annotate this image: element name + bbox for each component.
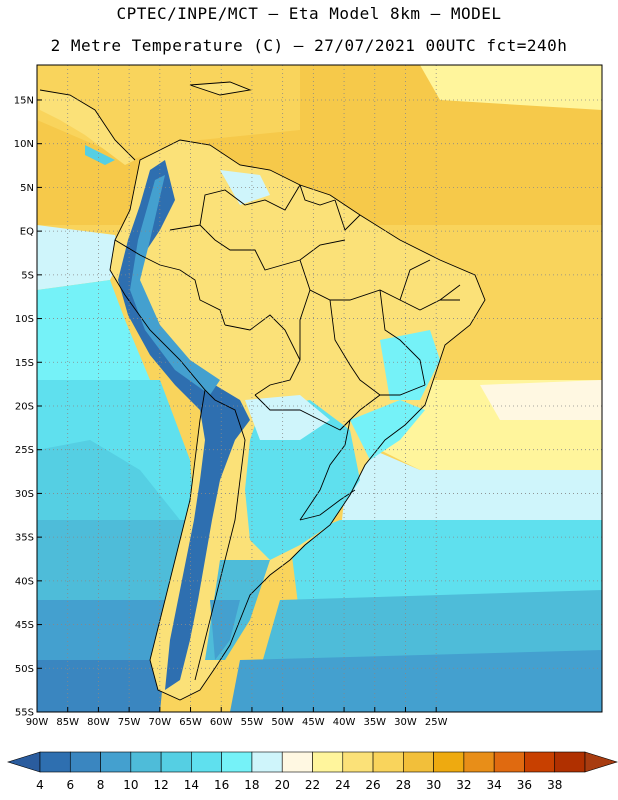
pacific-band-12	[37, 520, 195, 600]
colorbar-swatch	[130, 751, 162, 773]
colorbar-swatch	[221, 751, 253, 773]
longitude-label: 55W	[241, 717, 264, 728]
map-subtitle: 2 Metre Temperature (C) – 27/07/2021 00U…	[50, 36, 568, 55]
colorbar-label: 30	[426, 778, 441, 792]
atlantic-band-22	[480, 380, 602, 420]
colorbar-label: 28	[396, 778, 411, 792]
latitude-label: 10S	[15, 314, 34, 325]
longitude-label: 65W	[179, 717, 202, 728]
latitude-label: 45S	[15, 620, 34, 631]
north-atlantic-band	[420, 65, 602, 110]
colorbar-swatch	[554, 751, 586, 773]
colorbar-swatch	[493, 751, 525, 773]
axis-ticks	[36, 99, 437, 713]
colorbar-under-arrow	[6, 751, 41, 773]
colorbar-swatch	[281, 751, 313, 773]
longitude-label: 40W	[333, 717, 356, 728]
colorbar-over-arrow	[584, 751, 618, 773]
andes-cordillera	[118, 160, 250, 690]
latitude-label: 5S	[21, 270, 34, 281]
colorbar-label: 22	[305, 778, 320, 792]
central-america-highlands	[85, 145, 115, 165]
longitude-label: 35W	[363, 717, 386, 728]
longitude-label: 25W	[425, 717, 448, 728]
longitude-label: 70W	[149, 717, 172, 728]
colorbar-label: 4	[36, 778, 44, 792]
colorbar	[6, 751, 618, 773]
colorbar-swatch	[39, 751, 71, 773]
colorbar-label: 26	[365, 778, 380, 792]
country-borders	[39, 81, 486, 701]
colorbar-label: 14	[184, 778, 199, 792]
map-frame	[36, 64, 603, 713]
latitude-label: 55S	[15, 708, 34, 719]
longitude-label: 50W	[271, 717, 294, 728]
colorbar-swatch	[100, 751, 132, 773]
colorbar-swatch	[312, 751, 344, 773]
colorbar-label: 34	[487, 778, 502, 792]
latitude-label: 10N	[14, 139, 34, 150]
colorbar-label: 8	[97, 778, 105, 792]
colorbar-swatch	[191, 751, 222, 773]
colorbar-label: 24	[335, 778, 350, 792]
longitude-label: 30W	[394, 717, 417, 728]
colorbar-label: 20	[275, 778, 290, 792]
longitude-label: 60W	[210, 717, 233, 728]
colorbar-swatch	[463, 751, 495, 773]
pacific-band-20	[37, 225, 120, 290]
colorbar-label: 32	[456, 778, 471, 792]
colorbar-swatch	[251, 751, 283, 773]
latitude-label: 30S	[15, 489, 34, 500]
latitude-label: 15N	[14, 95, 34, 106]
colorbar-label: 16	[214, 778, 229, 792]
longitude-label: 45W	[302, 717, 325, 728]
latitude-label: EQ	[20, 227, 34, 238]
latitude-label: 50S	[15, 664, 34, 675]
longitude-label: 80W	[87, 717, 110, 728]
pacific-band-10	[37, 600, 175, 660]
latitude-label: 40S	[15, 576, 34, 587]
colorbar-label: 6	[66, 778, 74, 792]
colorbar-label: 18	[244, 778, 259, 792]
colorbar-swatch	[403, 751, 434, 773]
latitude-labels: 15N 10N 5N EQ 5S 10S 15S 20S 25S 30S 35S 40S 45S 50S 5…	[14, 95, 34, 718]
latitude-label: 20S	[15, 401, 34, 412]
land-cool-minas	[380, 330, 440, 400]
andes-foothills	[130, 175, 220, 395]
colorbar-label: 38	[547, 778, 562, 792]
colorbar-swatch	[342, 751, 374, 773]
longitude-label: 85W	[56, 717, 79, 728]
land-cool-southeast	[350, 400, 425, 460]
latitude-label: 35S	[15, 533, 34, 544]
caribbean-islands	[190, 82, 250, 95]
longitude-label: 90W	[26, 717, 49, 728]
colorbar-swatch	[433, 751, 465, 773]
colorbar-labels: 4 6 8 10 12 14 16 18 20 22 24 26 28 30 32 34 36 38	[36, 778, 562, 792]
longitude-label: 75W	[118, 717, 141, 728]
colorbar-label: 36	[517, 778, 532, 792]
latitude-label: 25S	[15, 445, 34, 456]
colorbar-swatch	[524, 751, 556, 773]
colorbar-swatch	[160, 751, 192, 773]
colorbar-label: 10	[123, 778, 138, 792]
map-title: CPTEC/INPE/MCT – Eta Model 8km – MODEL	[116, 4, 502, 23]
pacific-band-14	[37, 440, 180, 520]
colorbar-label: 12	[153, 778, 168, 792]
central-america-land	[40, 90, 135, 165]
colorbar-swatch	[69, 751, 101, 773]
atlantic-band-10	[230, 650, 602, 712]
longitude-labels: 90W 85W 80W 75W 70W 65W 60W 55W 50W 45W 40W 35W 30W 2…	[26, 717, 448, 728]
latitude-label: 5N	[20, 183, 34, 194]
pacific-band-18	[37, 280, 150, 380]
latitude-label: 15S	[15, 358, 34, 369]
land-patagonia-cold	[210, 600, 240, 660]
atlantic-band-12	[260, 590, 602, 670]
pacific-band-8	[37, 660, 165, 712]
colorbar-swatch	[372, 751, 404, 773]
